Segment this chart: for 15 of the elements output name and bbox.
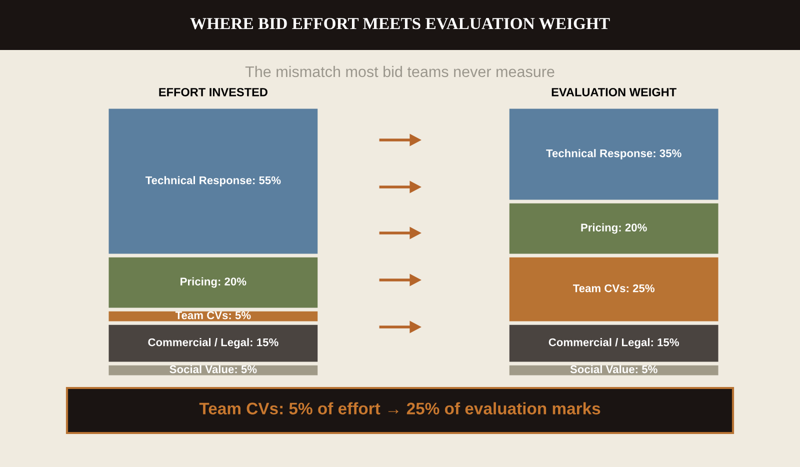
- data-label: Technical Response: 35%: [546, 149, 682, 160]
- chart-subtitle: The mismatch most bid teams never measure: [245, 66, 554, 78]
- data-label: Team CVs: 5%: [175, 311, 251, 320]
- data-label: Pricing: 20%: [180, 277, 246, 288]
- data-label: Social Value: 5%: [570, 365, 658, 374]
- data-label: Team CVs: 25%: [572, 284, 654, 292]
- chart-title: WHERE BID EFFORT MEETS EVALUATION WEIGHT: [190, 18, 610, 30]
- text: Team CVs: 5% of effort → 25% of evaluation marks: [199, 402, 600, 414]
- data-label: Social Value: 5%: [170, 365, 257, 374]
- x-tick-label: EVALUATION WEIGHT: [552, 88, 676, 96]
- data-label: Commercial / Legal: 15%: [148, 338, 278, 348]
- x-tick-label: EFFORT INVESTED: [159, 88, 268, 96]
- data-label: Pricing: 20%: [581, 223, 647, 234]
- data-label: Technical Response: 55%: [145, 176, 281, 186]
- data-label: Commercial / Legal: 15%: [548, 338, 679, 348]
